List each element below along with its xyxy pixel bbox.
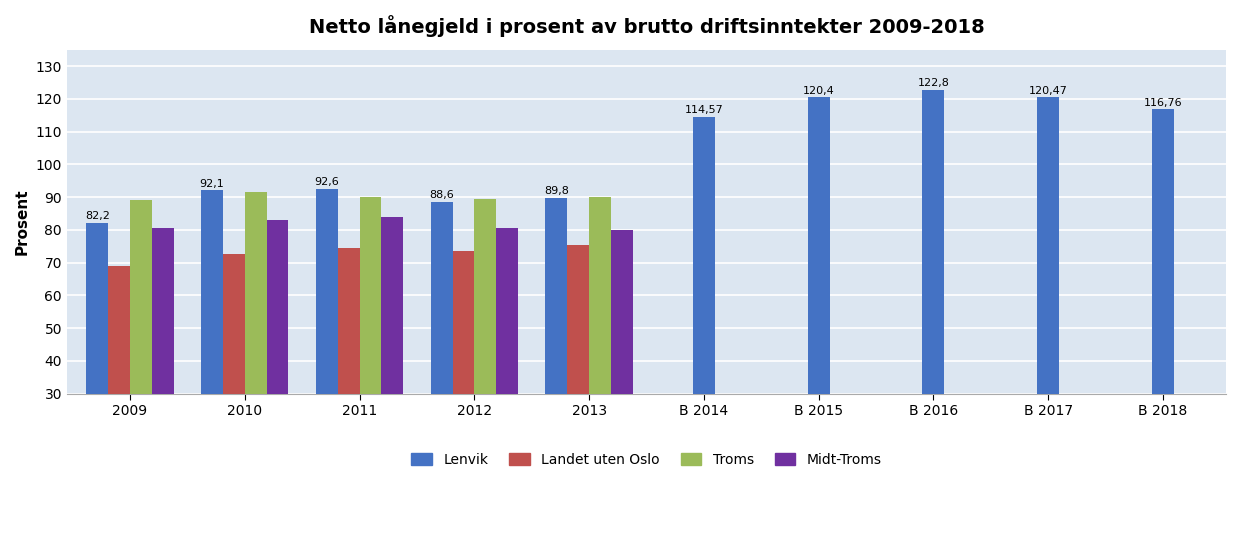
Bar [1152,109,1174,394]
Bar [567,245,589,394]
Bar [244,192,267,394]
Bar [201,190,223,394]
Text: 114,57: 114,57 [685,105,724,115]
Bar [267,220,288,394]
Bar [338,248,360,394]
Text: 89,8: 89,8 [544,186,568,196]
Bar [496,228,517,394]
Bar [1037,97,1059,394]
Title: Netto lånegjeld i prosent av brutto driftsinntekter 2009-2018: Netto lånegjeld i prosent av brutto drif… [309,15,984,37]
Bar [611,230,633,394]
Bar [546,198,567,394]
Text: 116,76: 116,76 [1143,98,1183,108]
Bar [87,222,108,394]
Text: 88,6: 88,6 [429,190,454,200]
Bar [453,251,474,394]
Bar [381,217,403,394]
Text: 120,47: 120,47 [1029,86,1067,95]
Bar [431,201,453,394]
Bar [922,89,944,394]
Bar [692,116,715,394]
Bar [360,197,381,394]
Text: 82,2: 82,2 [84,211,109,221]
Bar [808,98,829,394]
Legend: Lenvik, Landet uten Oslo, Troms, Midt-Troms: Lenvik, Landet uten Oslo, Troms, Midt-Tr… [406,448,887,473]
Text: 122,8: 122,8 [917,78,949,88]
Bar [589,197,611,394]
Bar [316,189,338,394]
Bar [151,228,174,394]
Bar [108,266,130,394]
Bar [223,254,244,394]
Text: 92,1: 92,1 [200,178,225,189]
Bar [474,199,496,394]
Text: 120,4: 120,4 [803,86,834,96]
Y-axis label: Prosent: Prosent [15,188,30,255]
Bar [130,200,151,394]
Text: 92,6: 92,6 [314,177,339,187]
